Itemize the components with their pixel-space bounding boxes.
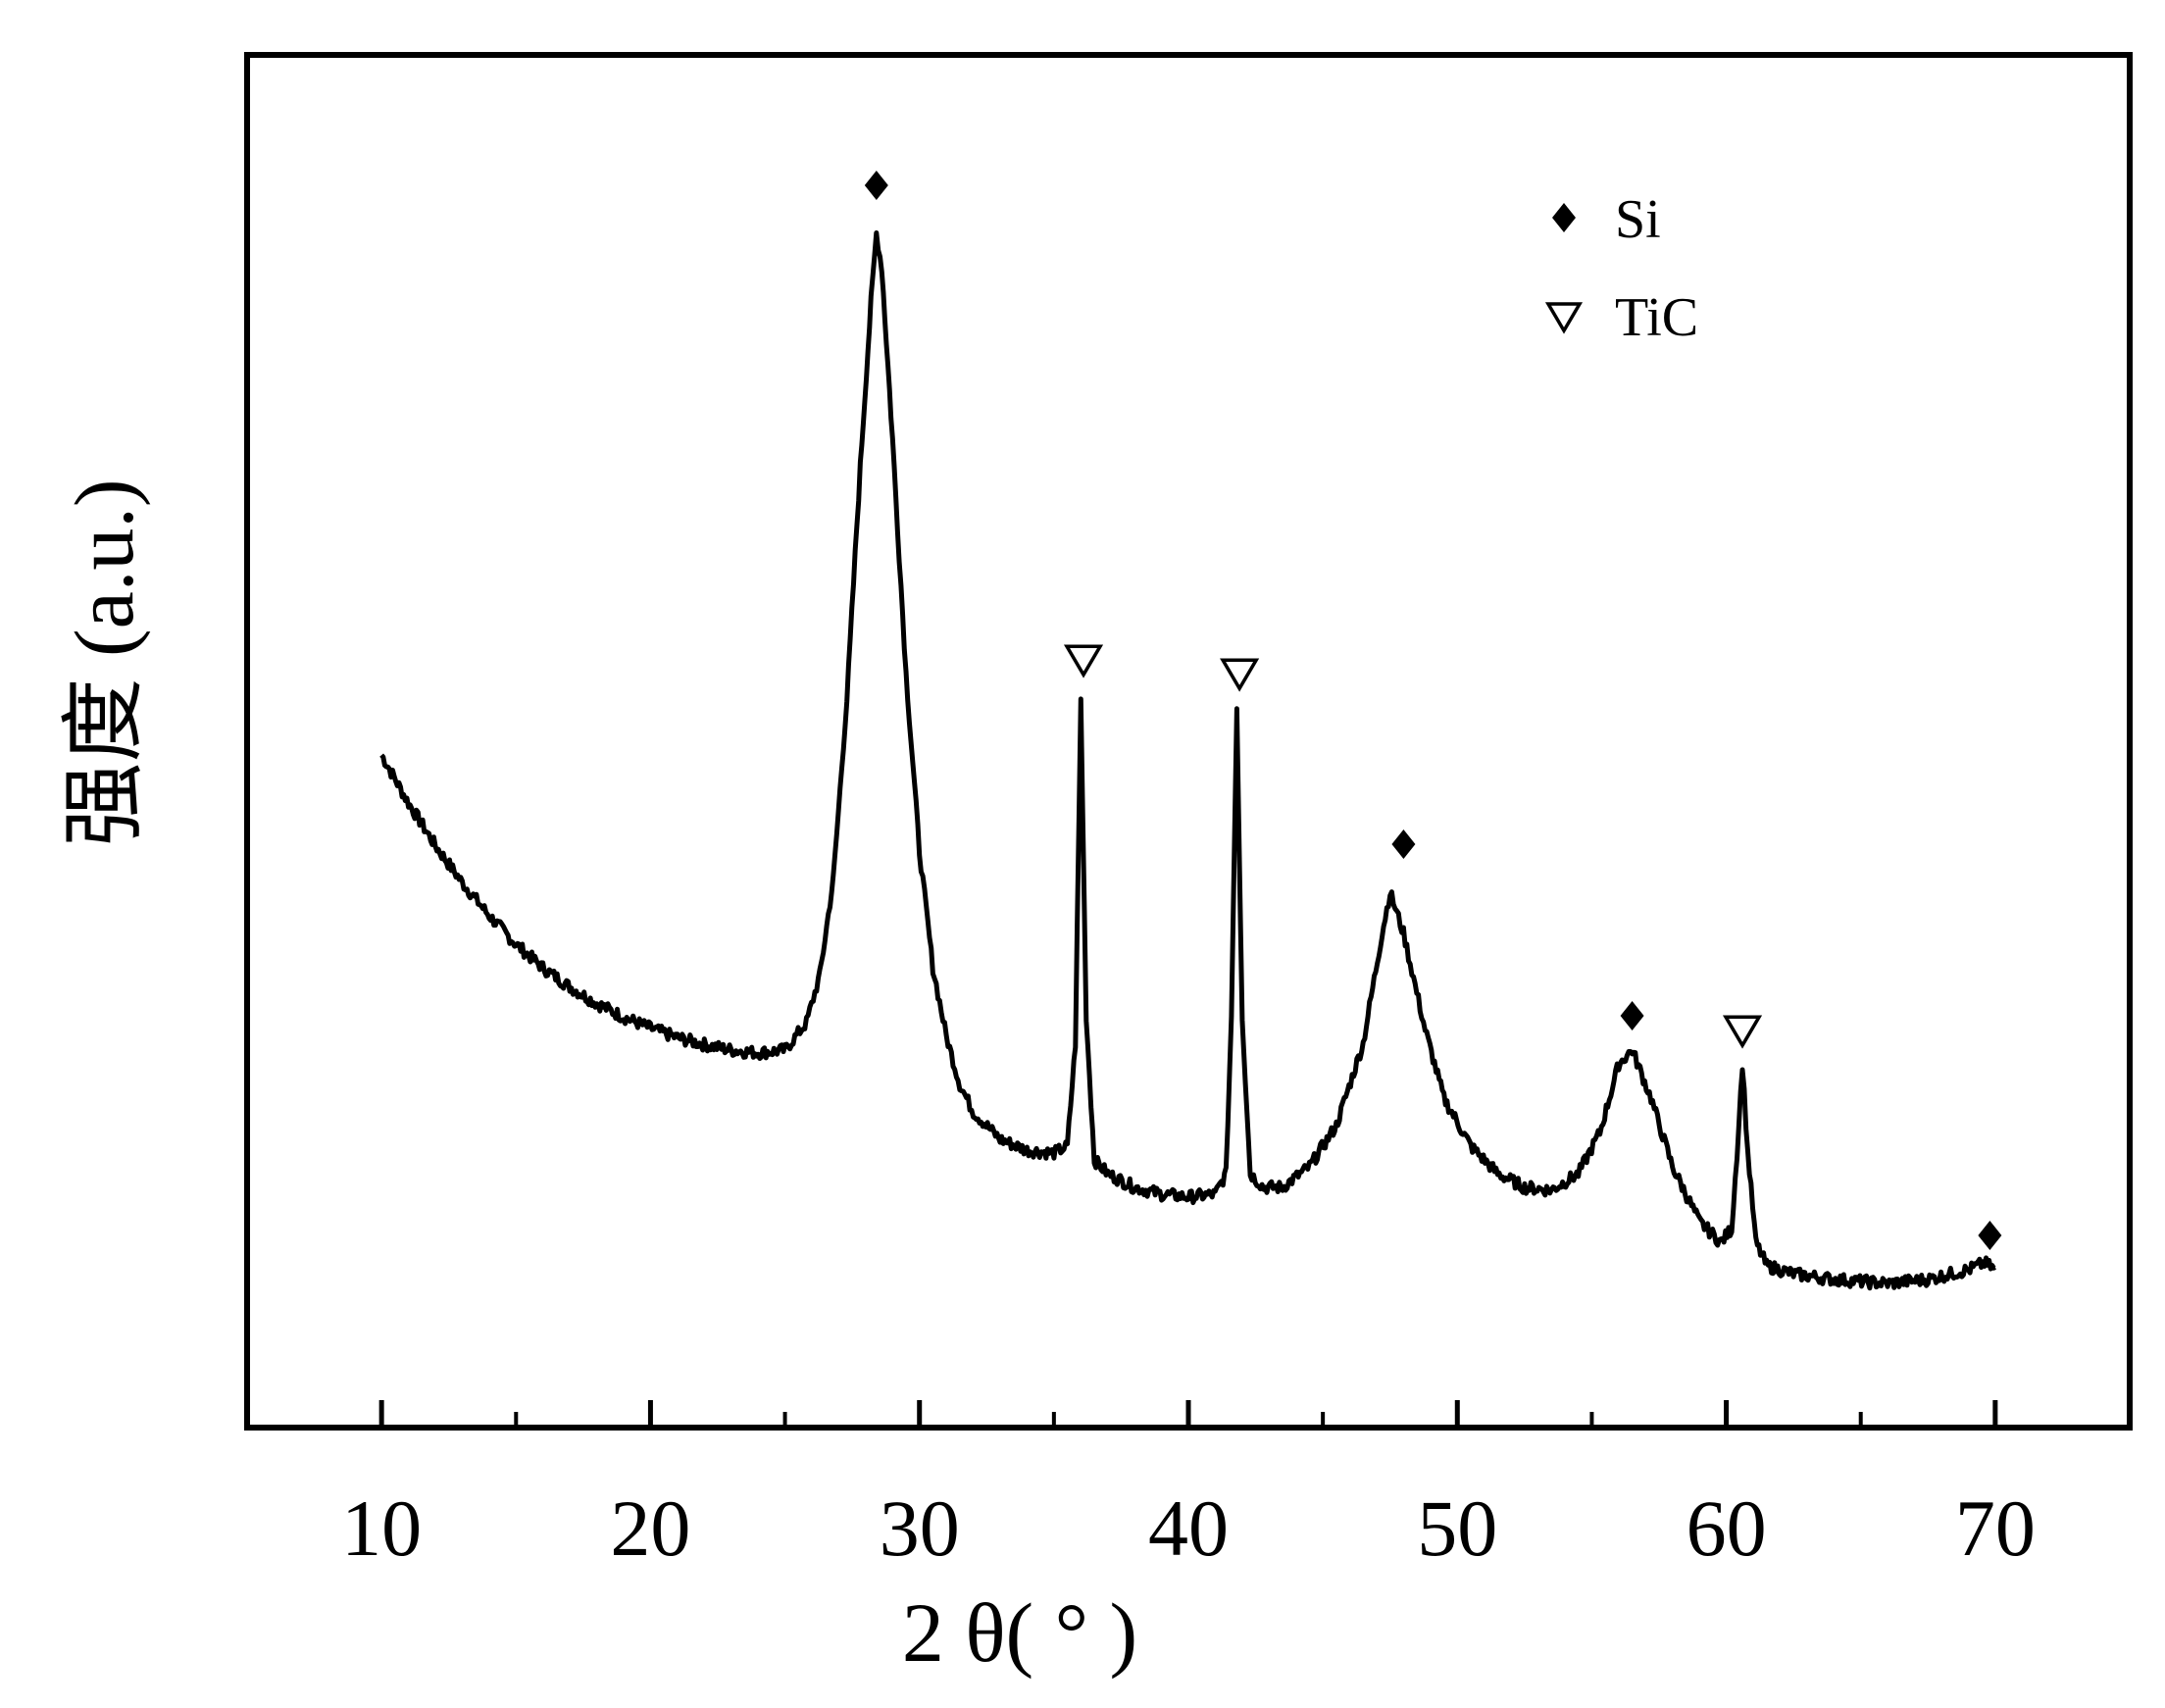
x-tick-label: 60 bbox=[1687, 1483, 1767, 1573]
tic-peak-marker bbox=[1220, 658, 1260, 692]
x-tick-label: 40 bbox=[1148, 1483, 1229, 1573]
x-tick-label: 10 bbox=[341, 1483, 422, 1573]
peak-markers bbox=[864, 171, 2002, 1250]
si-peak-marker bbox=[1391, 829, 1416, 859]
si-peak-marker bbox=[1620, 1001, 1644, 1030]
tic-peak-marker bbox=[1722, 1015, 1763, 1049]
legend: Si TiC bbox=[1544, 189, 1698, 348]
x-axis-tick-labels: 10 20 30 40 50 60 70 bbox=[341, 1483, 2036, 1573]
x-axis-title: 2 θ( ° ) bbox=[902, 1585, 1137, 1680]
legend-tic-marker bbox=[1544, 302, 1584, 334]
legend-tic-label: TiC bbox=[1615, 287, 1698, 348]
x-tick-label: 20 bbox=[610, 1483, 690, 1573]
si-peak-marker bbox=[864, 171, 888, 200]
tic-peak-marker bbox=[1063, 644, 1104, 678]
si-peak-marker bbox=[1978, 1221, 2002, 1250]
x-axis-ticks bbox=[378, 1400, 1998, 1428]
xrd-series-line bbox=[379, 230, 1996, 1291]
legend-si-marker bbox=[1552, 203, 1576, 232]
legend-si-label: Si bbox=[1615, 189, 1661, 250]
y-axis-title: 强度 (a.u.) bbox=[57, 479, 151, 847]
x-tick-label: 50 bbox=[1417, 1483, 1497, 1573]
x-tick-label: 30 bbox=[880, 1483, 960, 1573]
x-tick-label: 70 bbox=[1955, 1483, 2036, 1573]
